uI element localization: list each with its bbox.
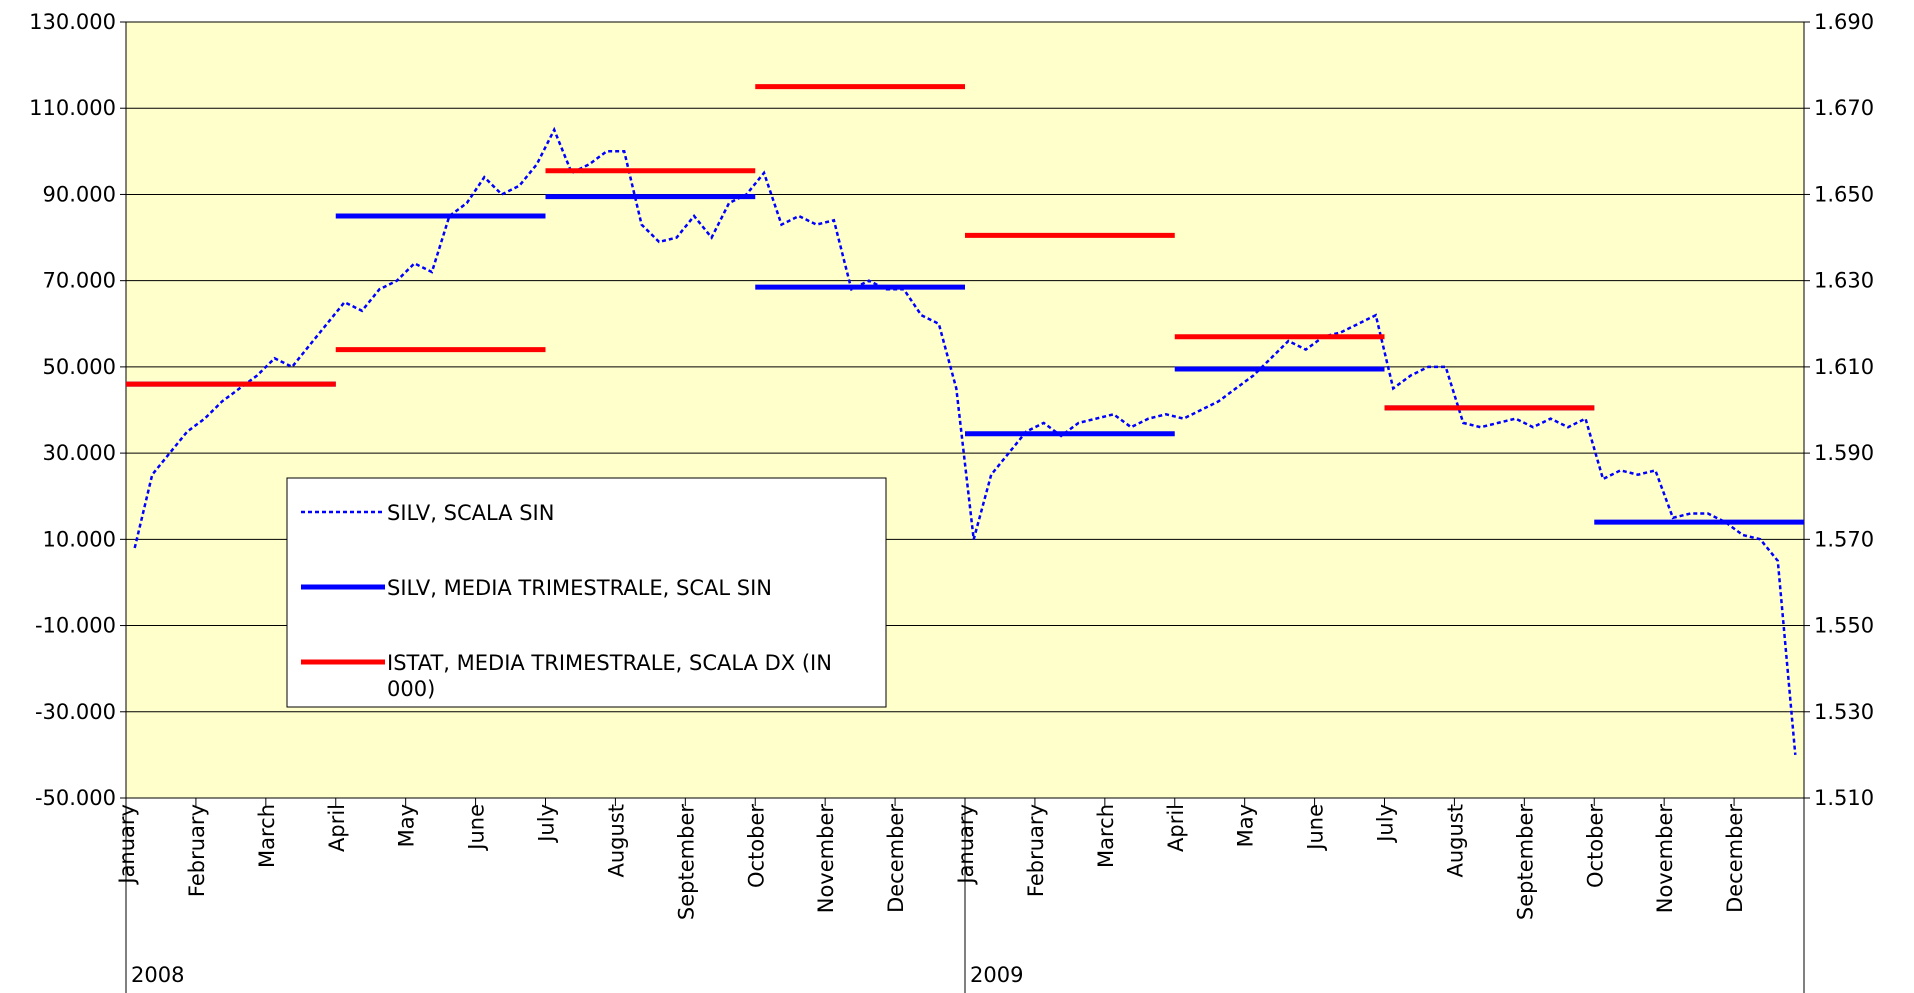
x-tick-label: March [1094,804,1118,868]
x-tick-label: November [814,804,838,914]
y2-tick-label: 1.670 [1814,96,1874,120]
x-tick-label: October [1583,804,1607,888]
x-tick-label: February [1024,804,1048,897]
x-tick-label: January [954,804,978,886]
y-tick-label: 110.000 [29,96,116,120]
x-tick-label: September [1513,804,1537,920]
y-tick-label: 130.000 [29,10,116,34]
y2-tick-label: 1.550 [1814,614,1874,638]
y2-tick-label: 1.610 [1814,355,1874,379]
y-tick-label: 10.000 [43,527,116,551]
y2-tick-label: 1.630 [1814,269,1874,293]
legend-box [286,477,887,708]
x-tick-label: November [1653,804,1677,914]
x-tick-label: December [1723,804,1747,913]
x-tick-label: August [604,804,628,878]
x-tick-label: July [535,804,559,844]
y-tick-label: -30.000 [35,700,116,724]
y-tick-label: -10.000 [35,614,116,638]
x-tick-label: September [674,804,698,920]
y-tick-label: 70.000 [43,269,116,293]
x-tick-label: October [744,804,768,888]
x-tick-label: April [1164,804,1188,852]
y2-tick-label: 1.510 [1814,786,1874,810]
x-tick-label: August [1443,804,1467,878]
x-tick-label: July [1374,804,1398,844]
x-tick-label: May [395,804,419,847]
year-label: 2008 [131,963,184,987]
y-tick-label: -50.000 [35,786,116,810]
x-tick-label: February [185,804,209,897]
y-tick-label: 30.000 [43,441,116,465]
y2-tick-label: 1.570 [1814,527,1874,551]
y-tick-label: 50.000 [43,355,116,379]
legend-label: SILV, SCALA SIN [387,501,554,525]
legend-label: ISTAT, MEDIA TRIMESTRALE, SCALA DX (IN 00… [387,651,832,701]
y-tick-label: 90.000 [43,182,116,206]
x-tick-label: December [884,804,908,913]
series-line [133,126,1797,756]
x-tick-label: June [1304,804,1328,852]
y2-tick-label: 1.590 [1814,441,1874,465]
x-tick-label: May [1234,804,1258,847]
x-tick-label: June [465,804,489,852]
x-tick-label: April [325,804,349,852]
legend-label: SILV, MEDIA TRIMESTRALE, SCAL SIN [387,576,772,600]
x-tick-label: January [115,804,139,886]
y2-tick-label: 1.650 [1814,182,1874,206]
y2-tick-label: 1.530 [1814,700,1874,724]
x-tick-label: March [255,804,279,868]
y2-tick-label: 1.690 [1814,10,1874,34]
year-label: 2009 [970,963,1023,987]
